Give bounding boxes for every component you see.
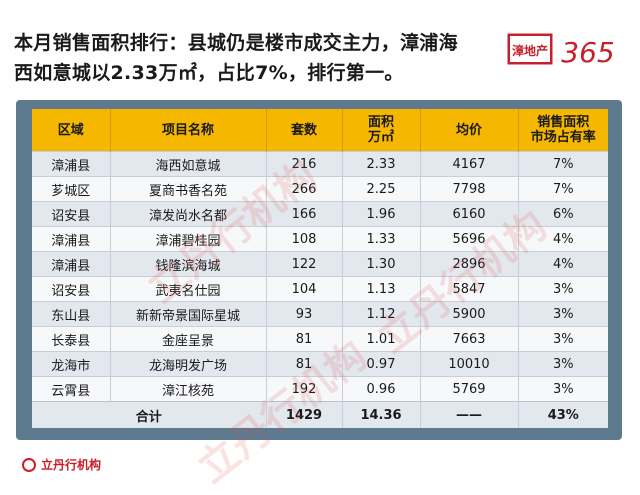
table-row: 芗城区 夏商书香名苑 266 2.25 7798 7% [32, 176, 608, 202]
cell-units: 81 [266, 351, 343, 377]
cell-region: 漳浦县 [32, 151, 111, 177]
table-row: 漳浦县 海西如意城 216 2.33 4167 7% [32, 151, 608, 177]
table-row: 诏安县 漳发尚水名都 166 1.96 6160 6% [32, 201, 608, 227]
headline-line-1: 本月销售面积排行：县城仍是楼市成交主力，漳浦海 [14, 32, 458, 54]
cell-market-share: 4% [518, 226, 608, 252]
cell-avg-price: 2896 [420, 251, 519, 277]
header-avg-price: 均价 [420, 109, 519, 152]
brand-logo-num: 365 [561, 36, 614, 69]
cell-units: 192 [266, 376, 343, 402]
table-row: 云霄县 漳江核苑 192 0.96 5769 3% [32, 376, 608, 402]
cell-market-share: 3% [518, 276, 608, 302]
cell-avg-price: 5769 [420, 376, 519, 402]
table-row: 漳浦县 钱隆滨海城 122 1.30 2896 4% [32, 251, 608, 277]
cell-project: 漳江核苑 [110, 376, 267, 402]
cell-units: 266 [266, 176, 343, 202]
cell-project: 钱隆滨海城 [110, 251, 267, 277]
cell-project: 新新帝景国际星城 [110, 301, 267, 327]
cell-avg-price: 5696 [420, 226, 519, 252]
cell-market-share: 3% [518, 301, 608, 327]
header-project: 项目名称 [110, 109, 267, 152]
brand-logo: 漳地产 365 [507, 33, 615, 69]
table-header-row: 区域 项目名称 套数 面积 万㎡ 均价 销售面积 市场占有率 [32, 109, 608, 152]
cell-avg-price: 4167 [420, 151, 519, 177]
cell-project: 海西如意城 [110, 151, 267, 177]
headline-line-2: 西如意城以2.33万㎡，占比7%，排行第一。 [14, 62, 404, 84]
cell-avg-price: 7798 [420, 176, 519, 202]
cell-project: 金座呈景 [110, 326, 267, 352]
footer-logo: 立丹行机构 [22, 456, 101, 473]
total-avg-price: —— [420, 401, 519, 428]
cell-market-share: 7% [518, 151, 608, 177]
cell-units: 93 [266, 301, 343, 327]
cell-region: 龙海市 [32, 351, 111, 377]
cell-units: 81 [266, 326, 343, 352]
cell-region: 云霄县 [32, 376, 111, 402]
cell-region: 东山县 [32, 301, 111, 327]
cell-avg-price: 5847 [420, 276, 519, 302]
cell-area: 0.97 [342, 351, 421, 377]
cell-avg-price: 7663 [420, 326, 519, 352]
cell-project: 龙海明发广场 [110, 351, 267, 377]
header-area: 面积 万㎡ [342, 109, 421, 152]
cell-units: 104 [266, 276, 343, 302]
cell-project: 夏商书香名苑 [110, 176, 267, 202]
table-total-row: 合计 1429 14.36 —— 43% [32, 401, 608, 428]
total-units: 1429 [266, 401, 343, 428]
cell-region: 芗城区 [32, 176, 111, 202]
cell-area: 1.12 [342, 301, 421, 327]
cell-market-share: 6% [518, 201, 608, 227]
cell-market-share: 7% [518, 176, 608, 202]
cell-region: 诏安县 [32, 276, 111, 302]
cell-area: 2.25 [342, 176, 421, 202]
cell-units: 216 [266, 151, 343, 177]
cell-project: 漳发尚水名都 [110, 201, 267, 227]
page-headline: 本月销售面积排行：县城仍是楼市成交主力，漳浦海 西如意城以2.33万㎡，占比7%… [14, 28, 514, 88]
cell-units: 108 [266, 226, 343, 252]
total-market-share: 43% [518, 401, 608, 428]
table-row: 漳浦县 漳浦碧桂园 108 1.33 5696 4% [32, 226, 608, 252]
cell-avg-price: 6160 [420, 201, 519, 227]
header-units: 套数 [266, 109, 343, 152]
cell-market-share: 4% [518, 251, 608, 277]
table-row: 长泰县 金座呈景 81 1.01 7663 3% [32, 326, 608, 352]
cell-area: 1.13 [342, 276, 421, 302]
header-market-share: 销售面积 市场占有率 [518, 109, 608, 152]
cell-project: 武夷名仕园 [110, 276, 267, 302]
cell-region: 诏安县 [32, 201, 111, 227]
cell-market-share: 3% [518, 326, 608, 352]
header-region: 区域 [32, 109, 111, 152]
brand-logo-cn: 漳地产 [512, 43, 548, 58]
cell-avg-price: 10010 [420, 351, 519, 377]
cell-area: 1.01 [342, 326, 421, 352]
table-row: 龙海市 龙海明发广场 81 0.97 10010 3% [32, 351, 608, 377]
cell-area: 1.33 [342, 226, 421, 252]
cell-market-share: 3% [518, 351, 608, 377]
cell-area: 0.96 [342, 376, 421, 402]
footer-logo-text: 立丹行机构 [41, 458, 102, 472]
total-area: 14.36 [342, 401, 421, 428]
cell-area: 2.33 [342, 151, 421, 177]
cell-area: 1.30 [342, 251, 421, 277]
logo-mark-icon [22, 457, 36, 472]
cell-region: 漳浦县 [32, 226, 111, 252]
cell-units: 166 [266, 201, 343, 227]
cell-area: 1.96 [342, 201, 421, 227]
sales-area-table: 区域 项目名称 套数 面积 万㎡ 均价 销售面积 市场占有率 漳浦县 海西如意城 2… [32, 109, 608, 428]
total-label: 合计 [32, 401, 267, 428]
cell-project: 漳浦碧桂园 [110, 226, 267, 252]
table-row: 诏安县 武夷名仕园 104 1.13 5847 3% [32, 276, 608, 302]
cell-region: 长泰县 [32, 326, 111, 352]
cell-market-share: 3% [518, 376, 608, 402]
cell-units: 122 [266, 251, 343, 277]
table-row: 东山县 新新帝景国际星城 93 1.12 5900 3% [32, 301, 608, 327]
cell-region: 漳浦县 [32, 251, 111, 277]
cell-avg-price: 5900 [420, 301, 519, 327]
